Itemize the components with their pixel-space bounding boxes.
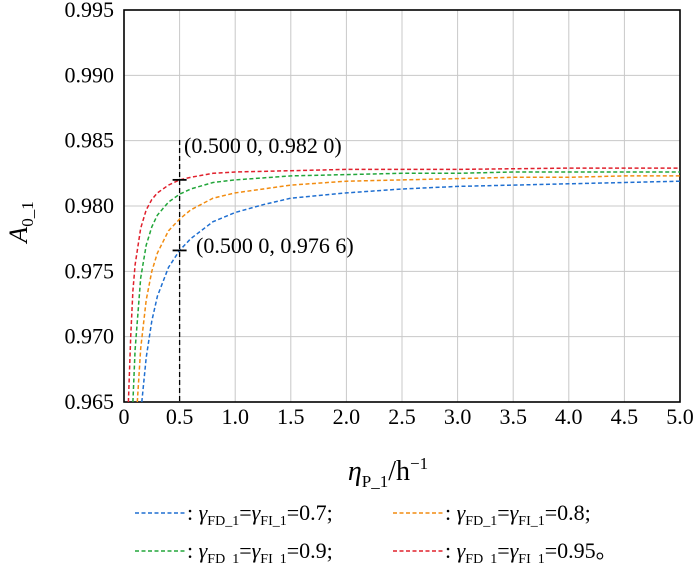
x-tick-label: 0 [119, 404, 130, 429]
legend-label-4: : γFD_1=γFI_1=0.95。 [445, 538, 618, 563]
y-tick-label: 0.995 [65, 0, 115, 22]
series-line-4 [127, 167, 680, 403]
series-line-3 [132, 171, 680, 403]
annotation-markers [172, 178, 187, 252]
series-group [127, 167, 681, 403]
x-tick-label: 1.0 [221, 404, 249, 429]
legend-label-2: : γFD_1=γFI_1=0.8; [445, 500, 591, 529]
x-tick-label: 2.5 [388, 404, 416, 429]
x-tick-label: 5.0 [666, 404, 694, 429]
x-tick-label: 0.5 [166, 404, 194, 429]
y-axis-label: A0_1 [4, 201, 37, 244]
x-tick-label: 3.5 [499, 404, 527, 429]
x-tick-label: 4.0 [555, 404, 583, 429]
series-line-2 [136, 175, 680, 403]
y-tick-labels: 0.965 0.970 0.975 0.980 0.985 0.990 0.995 [65, 0, 115, 414]
x-axis-label: ηP_1/h−1 [348, 454, 428, 491]
y-tick-label: 0.990 [65, 62, 115, 87]
annotation-upper: (0.500 0, 0.982 0) [184, 133, 342, 158]
x-tick-labels: 0 0.5 1.0 1.5 2.0 2.5 3.0 3.5 4.0 4.5 5.0 [119, 404, 694, 429]
y-tick-label: 0.970 [65, 324, 115, 349]
y-axis-label-sub: 0_1 [18, 201, 37, 227]
x-tick-label: 2.0 [333, 404, 361, 429]
legend-label-1: : γFD_1=γFI_1=0.7; [187, 500, 333, 529]
y-tick-label: 0.980 [65, 193, 115, 218]
x-axis-label-unit-sup: −1 [410, 454, 428, 473]
y-axis-label-main: A [4, 227, 33, 245]
y-tick-label: 0.965 [65, 389, 115, 414]
x-tick-label: 3.0 [444, 404, 472, 429]
series-line-1 [141, 180, 681, 403]
x-axis-label-sub: P_1 [362, 472, 388, 491]
y-tick-label: 0.975 [65, 258, 115, 283]
grid-lines [124, 10, 680, 402]
x-axis-label-unit: /h [388, 456, 410, 487]
x-axis-label-main: η [348, 456, 362, 487]
annotation-lower: (0.500 0, 0.976 6) [196, 233, 354, 258]
y-tick-label: 0.985 [65, 128, 115, 153]
x-tick-label: 1.5 [277, 404, 305, 429]
x-tick-label: 4.5 [611, 404, 639, 429]
plot-area-frame [123, 9, 681, 403]
legend-label-3: : γFD_1=γFI_1=0.9; [187, 538, 333, 563]
legend: : γFD_1=γFI_1=0.7; : γFD_1=γFI_1=0.8; : … [135, 500, 618, 563]
